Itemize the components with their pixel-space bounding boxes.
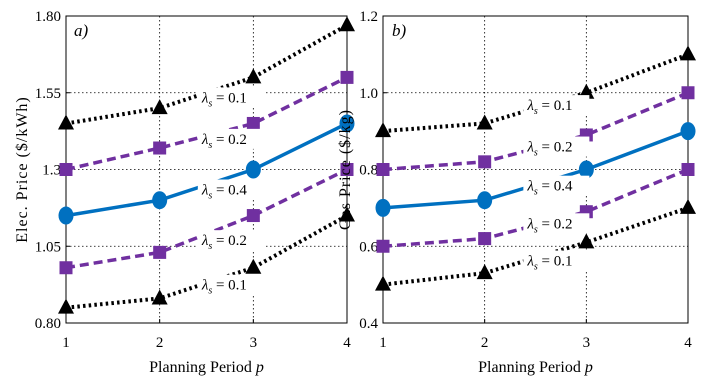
data-point-triangle <box>578 233 595 249</box>
annotation-text: λs = 0.1 <box>526 98 572 117</box>
annotation-text: λs = 0.4 <box>201 183 248 202</box>
data-point-square <box>59 163 73 176</box>
y-axis-title: Elec. Price ($/kWh) <box>14 96 31 243</box>
y-tick-label: 0.4 <box>359 316 378 332</box>
data-point-triangle <box>476 114 493 130</box>
annotation-text: λs = 0.2 <box>201 132 247 151</box>
annotation-bg <box>197 179 264 200</box>
x-tick-label: 2 <box>481 335 489 351</box>
annotation-bg <box>523 175 590 196</box>
data-point-circle <box>477 191 493 210</box>
panel-label: a) <box>74 21 89 40</box>
panel-a: 0.80 1.05 1.3 1.55 1.80 1 2 3 4 Planning Period p… <box>14 9 355 376</box>
annotation-bg <box>197 274 264 295</box>
data-point-square <box>376 239 390 253</box>
lambda-annotation: λs = 0.1 <box>523 95 590 117</box>
y-tick-label: 0.80 <box>35 316 61 332</box>
annotation-text: λs = 0.1 <box>526 254 572 273</box>
data-point-square <box>340 163 354 176</box>
lambda-annotation: λs = 0.1 <box>197 274 264 297</box>
annotation-bg <box>197 230 264 251</box>
data-point-triangle <box>151 289 168 305</box>
data-point-circle <box>375 198 391 217</box>
data-point-square <box>59 261 73 275</box>
data-point-square <box>376 163 390 176</box>
data-point-square <box>153 141 167 155</box>
data-point-square <box>478 155 492 169</box>
data-point-square <box>153 245 167 259</box>
lambda-annotation: λs = 0.1 <box>523 250 590 273</box>
x-tick-label: 1 <box>379 335 387 351</box>
data-point-triangle <box>375 122 391 138</box>
data-point-circle <box>245 160 261 179</box>
x-tick-label: 3 <box>583 335 591 351</box>
annotation-text: λs = 0.1 <box>201 278 247 297</box>
data-point-triangle <box>58 298 74 314</box>
y-tick-label: 0.6 <box>359 239 378 255</box>
lambda-annotation: λs = 0.2 <box>197 128 264 151</box>
lambda-annotation: λs = 0.2 <box>197 230 264 252</box>
data-point-triangle <box>339 206 355 222</box>
data-point-circle <box>58 206 74 225</box>
x-axis-title: Planning Period p <box>478 359 593 376</box>
annotation-bg <box>523 213 590 234</box>
data-point-circle <box>152 191 168 210</box>
lambda-annotation: λs = 0.4 <box>197 179 264 202</box>
annotation-text: λs = 0.1 <box>201 90 247 109</box>
x-tick-label: 2 <box>156 335 164 351</box>
y-axis-title: Gas Price ($/kg) <box>337 109 354 230</box>
x-tick-label: 3 <box>250 335 258 351</box>
data-point-triangle <box>578 83 595 99</box>
annotation-bg <box>523 250 590 271</box>
data-point-square <box>478 232 492 246</box>
y-tick-label: 1.3 <box>42 163 61 179</box>
data-point-square <box>340 70 354 84</box>
data-point-square <box>681 163 695 176</box>
data-point-triangle <box>58 114 74 130</box>
annotation-text: λs = 0.4 <box>526 179 573 198</box>
lambda-annotation: λs = 0.1 <box>197 87 264 109</box>
x-tick-label: 4 <box>684 335 692 351</box>
data-point-circle <box>339 114 355 133</box>
data-point-square <box>246 209 260 223</box>
data-point-triangle <box>339 16 355 32</box>
data-point-triangle <box>375 275 391 291</box>
y-tick-label: 1.2 <box>359 9 378 25</box>
data-point-triangle <box>680 45 696 61</box>
annotation-bg <box>523 136 590 157</box>
y-tick-label: 1.55 <box>35 86 61 102</box>
data-point-square <box>246 116 260 130</box>
y-tick-label: 1.80 <box>35 9 61 25</box>
annotation-text: λs = 0.2 <box>201 233 247 252</box>
panel-label: b) <box>392 21 407 40</box>
lambda-annotation: λs = 0.2 <box>523 136 590 159</box>
annotation-text: λs = 0.2 <box>526 140 572 159</box>
annotation-bg <box>523 95 590 116</box>
y-tick-label: 0.8 <box>359 163 378 179</box>
y-tick-label: 1.05 <box>35 239 61 255</box>
annotation-text: λs = 0.2 <box>526 216 572 235</box>
data-point-triangle <box>245 68 262 84</box>
lambda-annotation: λs = 0.4 <box>523 175 590 198</box>
annotation-bg <box>197 128 264 149</box>
data-point-circle <box>578 160 594 179</box>
data-point-triangle <box>245 258 262 274</box>
x-tick-label: 4 <box>343 335 351 351</box>
data-point-square <box>681 86 695 100</box>
annotation-bg <box>197 87 264 108</box>
y-tick-label: 1.0 <box>359 86 378 102</box>
data-point-triangle <box>476 264 493 280</box>
x-tick-label: 1 <box>62 335 70 351</box>
panel-b: 0.4 0.6 0.8 1.0 1.2 1 2 3 4 Planning Period p Gas … <box>337 9 696 376</box>
data-point-triangle <box>680 198 696 214</box>
x-axis-title: Planning Period p <box>149 359 264 376</box>
data-point-circle <box>680 122 696 141</box>
lambda-annotation: λs = 0.2 <box>523 213 590 235</box>
data-point-triangle <box>151 99 168 115</box>
